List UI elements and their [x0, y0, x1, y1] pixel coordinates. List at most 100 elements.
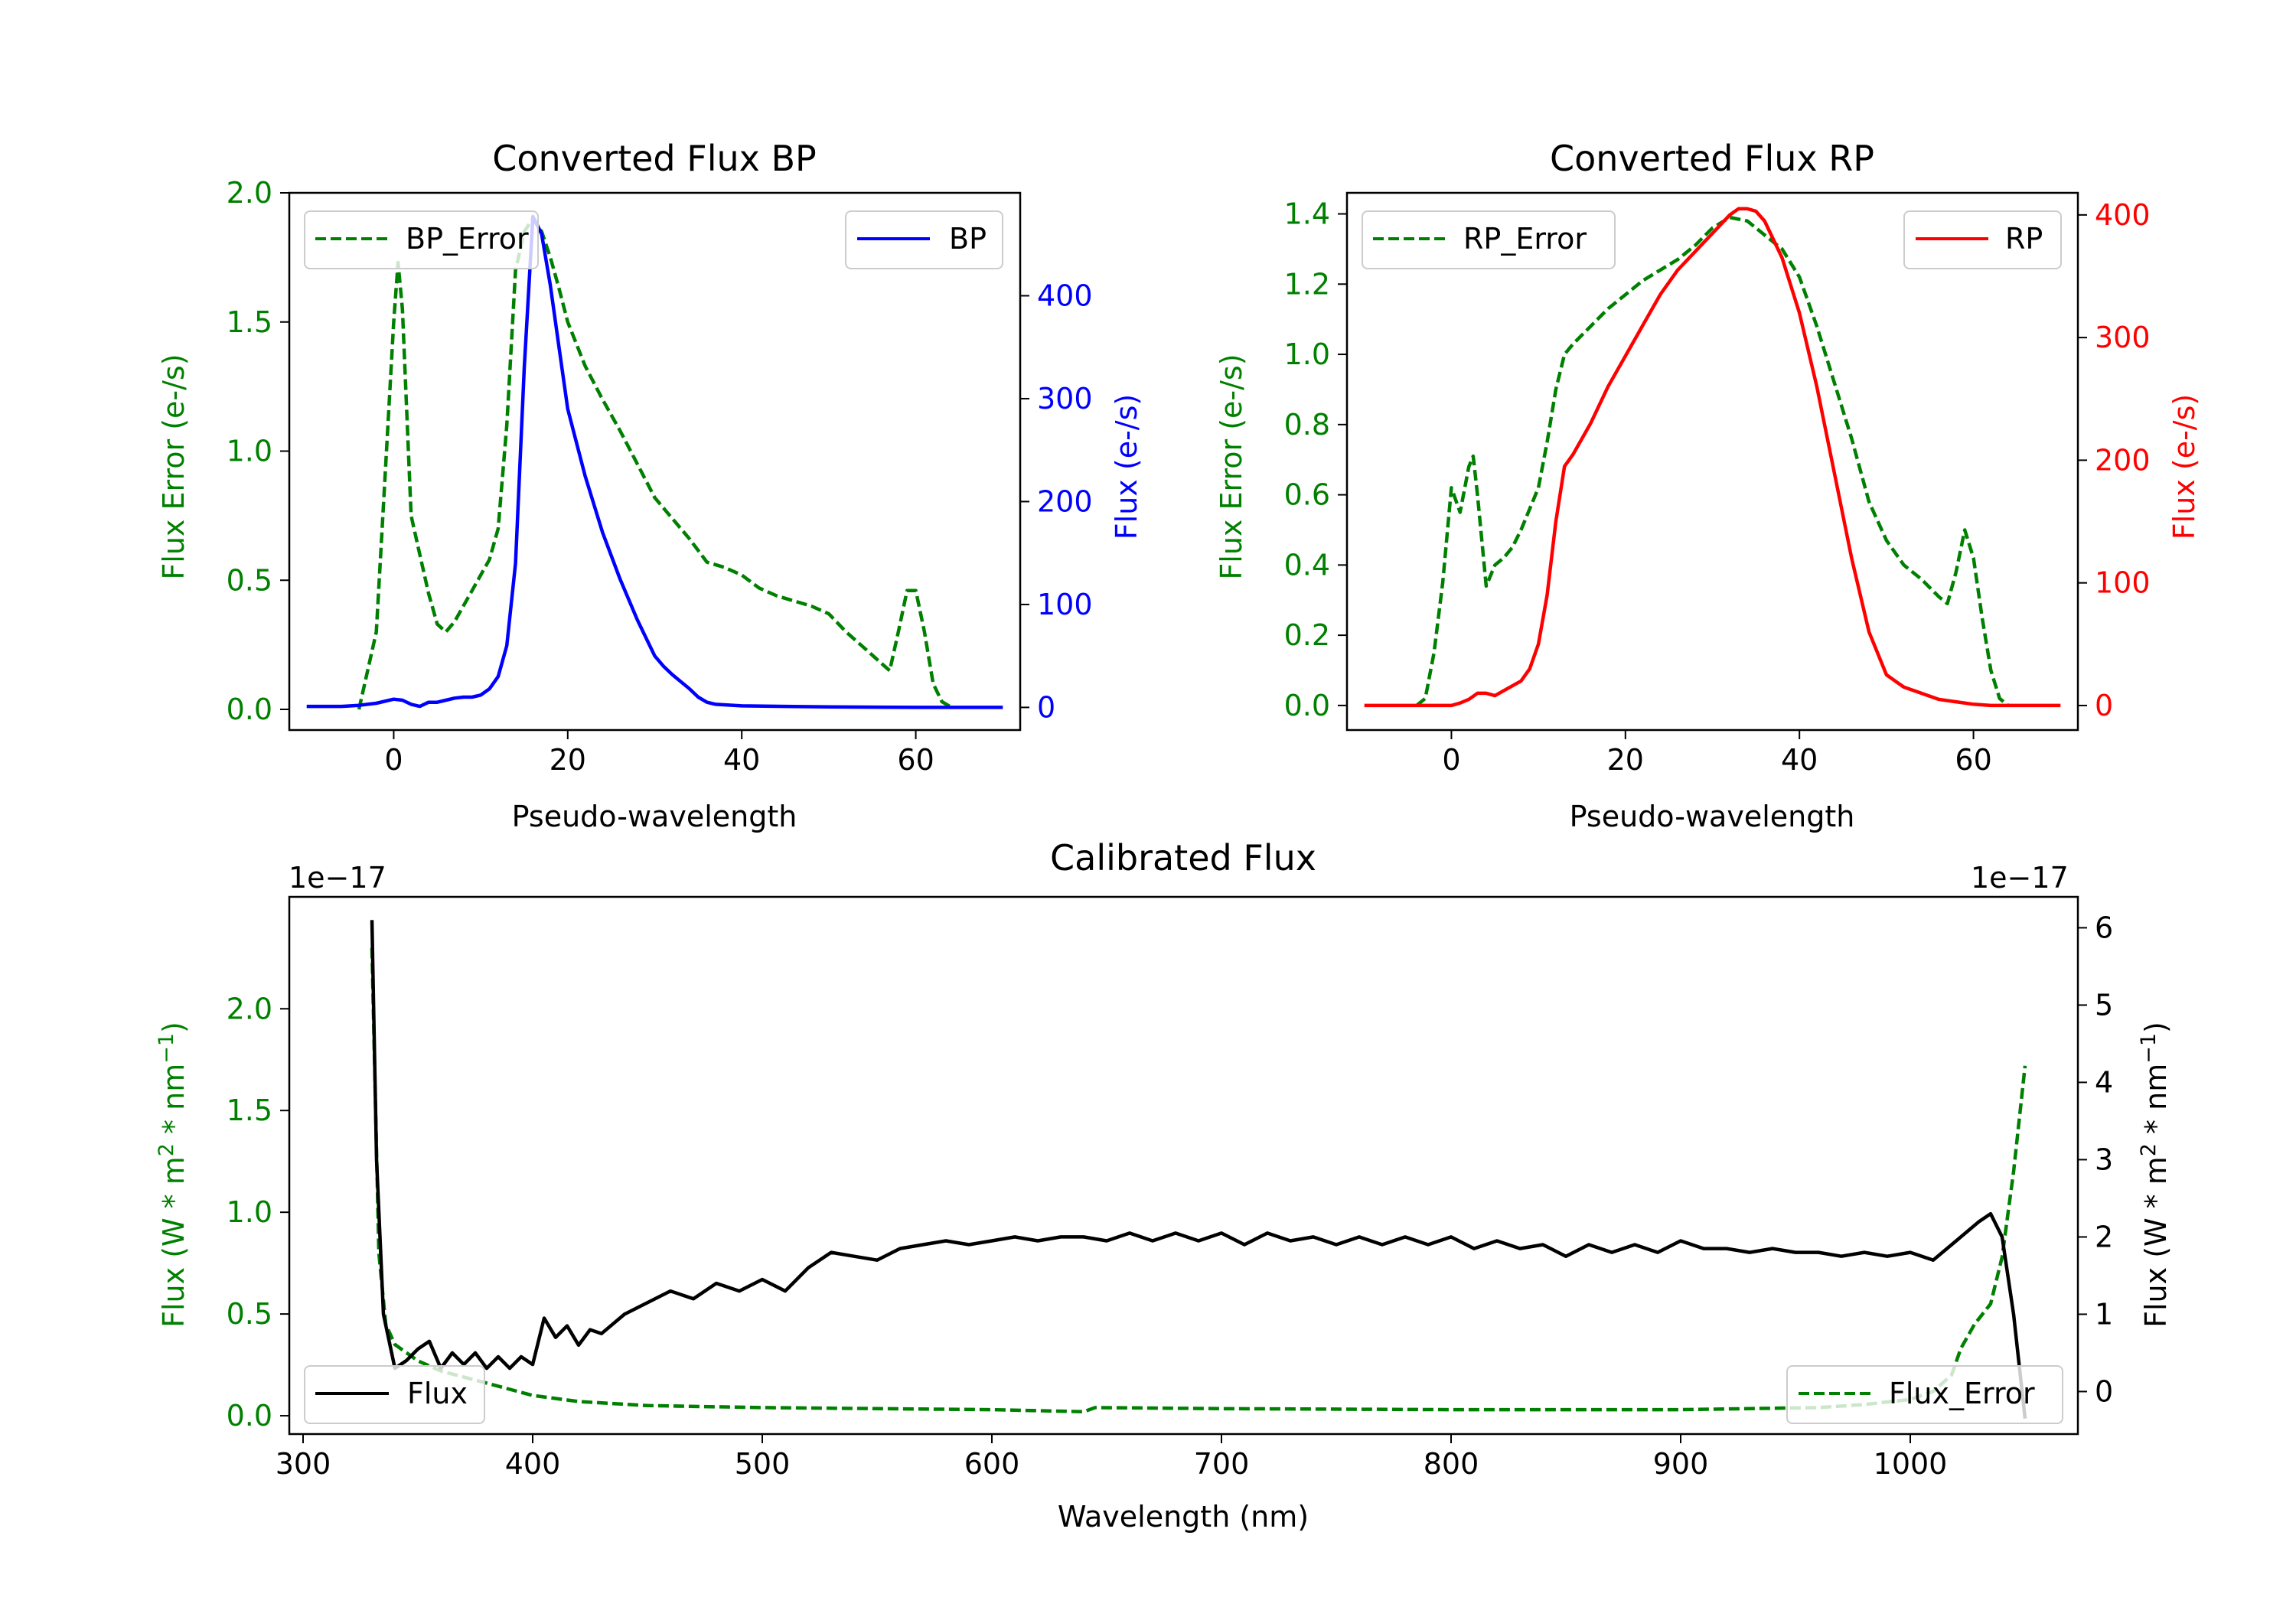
cal-x-tick-label: 700 — [1194, 1447, 1250, 1481]
rp-left-tick-label: 1.2 — [1284, 267, 1330, 301]
cal-legend-error: Flux_Error — [1786, 1365, 2063, 1424]
cal-xlabel: Wavelength (nm) — [1058, 1500, 1309, 1534]
rp-right-tick-label: 300 — [2095, 321, 2151, 354]
cal-left-tick-label: 1.0 — [227, 1195, 272, 1229]
cal-right-tick-label: 6 — [2095, 911, 2113, 944]
cal-title: Calibrated Flux — [1050, 837, 1316, 878]
rp-right-tick-label: 100 — [2095, 566, 2151, 600]
bp-legend-flux: BP — [845, 210, 1003, 269]
rp-legend-error-label: RP_Error — [1463, 222, 1587, 256]
cal-left-ylabel-p3: −1 — [155, 1033, 178, 1064]
bp-x-tick-label: 0 — [384, 743, 403, 777]
bp-xlabel: Pseudo-wavelength — [512, 800, 797, 833]
bp-left-tick-label: 0.5 — [227, 563, 272, 597]
bp-left-ylabel: Flux Error (e-/s) — [157, 354, 191, 579]
rp-legend-flux: RP — [1903, 210, 2062, 269]
rp-lines — [1364, 207, 2061, 708]
bp-left-tick-label: 1.5 — [227, 305, 272, 339]
bp-legend-error-label: BP_Error — [406, 222, 529, 256]
rp-left-tick-label: 0.6 — [1284, 478, 1330, 512]
cal-left-ylabel-p4: ) — [157, 1022, 191, 1033]
rp-x-tick-label: 60 — [1955, 743, 1991, 777]
rp-x-tick-label: 0 — [1442, 743, 1460, 777]
bp-right-tick-label: 0 — [1037, 690, 1055, 724]
rp-frame — [1345, 191, 2079, 732]
cal-left-tick-label: 0.5 — [227, 1297, 272, 1331]
rp-right-tick-label: 0 — [2095, 689, 2113, 722]
bp-axes-frame — [288, 191, 1022, 732]
cal-right-ylabel-p4: ) — [2139, 1022, 2173, 1033]
bp-x-tick-label: 60 — [897, 743, 934, 777]
cal-right-tick-label: 3 — [2095, 1143, 2113, 1176]
rp-xlabel: Pseudo-wavelength — [1570, 800, 1855, 833]
rp-left-ylabel: Flux Error (e-/s) — [1215, 354, 1248, 579]
cal-left-tick-label: 0.0 — [227, 1399, 272, 1433]
cal-x-tick-label: 800 — [1424, 1447, 1479, 1481]
cal-right-ylabel-p3: −1 — [2137, 1033, 2161, 1064]
rp-x-tick-label: 40 — [1781, 743, 1818, 777]
bp-left-tick-label: 0.0 — [227, 693, 272, 726]
bp-right-tick-label: 300 — [1037, 382, 1093, 416]
rp-axes-frame — [1345, 191, 2079, 732]
cal-right-tick-label: 1 — [2095, 1297, 2113, 1331]
rp-left-tick-label: 0.4 — [1284, 548, 1330, 582]
cal-right-tick-label: 4 — [2095, 1065, 2113, 1099]
cal-right-ylabel-p1: 2 — [2137, 1143, 2161, 1156]
cal-x-tick-label: 900 — [1653, 1447, 1709, 1481]
cal-right-tick-label: 2 — [2095, 1220, 2113, 1253]
rp-right-tick-label: 200 — [2095, 443, 2151, 477]
cal-x-tick-label: 600 — [964, 1447, 1020, 1481]
cal-left-ylabel-p0: Flux (W * m — [157, 1156, 191, 1328]
cal-right-tick-label: 0 — [2095, 1374, 2113, 1408]
cal-x-tick-label: 400 — [505, 1447, 561, 1481]
bp-panel: Converted Flux BP Pseudo-wavelength Flux… — [157, 138, 1143, 833]
rp-x-ticks: 0 20 40 60 — [1442, 730, 1992, 777]
rp-series-rp — [1364, 207, 2061, 708]
bp-legend-flux-label: BP — [949, 222, 987, 256]
bp-title: Converted Flux BP — [492, 138, 817, 179]
cal-legend-error-box — [1786, 1365, 2063, 1424]
rp-left-tick-label: 0.2 — [1284, 618, 1330, 652]
cal-legend-flux-label: Flux — [407, 1377, 468, 1410]
bp-left-tick-label: 2.0 — [227, 176, 272, 210]
bp-legend-error-box — [304, 210, 539, 269]
bp-series-bp-error — [357, 217, 952, 710]
cal-x-tick-label: 300 — [276, 1447, 331, 1481]
bp-legend-error: BP_Error — [304, 210, 539, 269]
rp-left-ticks: 0.0 0.2 0.4 0.6 0.8 1.0 1.2 1.4 — [1284, 197, 1347, 722]
cal-left-ticks: 0.0 0.5 1.0 1.5 2.0 — [227, 992, 289, 1433]
cal-legend-error-label: Flux_Error — [1889, 1377, 2035, 1410]
rp-right-ticks: 0 100 200 300 400 — [2078, 198, 2151, 722]
cal-legend-flux-box — [304, 1365, 485, 1424]
cal-right-ticks: 0 1 2 3 4 5 6 — [2078, 911, 2113, 1408]
bp-right-tick-label: 400 — [1037, 279, 1093, 312]
cal-left-ylabel: Flux (W * m2 * nm−1) — [155, 1022, 191, 1328]
bp-right-tick-label: 100 — [1037, 588, 1093, 621]
cal-series-flux — [370, 920, 2027, 1420]
cal-axes-frame — [288, 895, 2079, 1436]
bp-left-ticks: 0.0 0.5 1.0 1.5 2.0 — [227, 176, 289, 726]
cal-left-tick-label: 1.5 — [227, 1094, 272, 1127]
bp-left-tick-label: 1.0 — [227, 435, 272, 468]
bp-x-tick-label: 20 — [550, 743, 586, 777]
rp-panel: Converted Flux RP Pseudo-wavelength Flux… — [1215, 138, 2201, 833]
cal-right-tick-label: 5 — [2095, 988, 2113, 1022]
rp-title: Converted Flux RP — [1550, 138, 1874, 179]
rp-legend-error: RP_Error — [1362, 210, 1616, 269]
rp-right-tick-label: 400 — [2095, 198, 2151, 232]
bp-right-ylabel: Flux (e-/s) — [1110, 394, 1143, 539]
cal-x-tick-label: 1000 — [1874, 1447, 1948, 1481]
rp-left-tick-label: 0.0 — [1284, 689, 1330, 722]
cal-frame — [288, 895, 2079, 1436]
cal-left-offset: 1e−17 — [289, 861, 386, 895]
cal-right-ylabel: Flux (W * m2 * nm−1) — [2137, 1022, 2173, 1328]
rp-series-rp-error — [1415, 215, 2010, 707]
cal-right-offset: 1e−17 — [1971, 861, 2069, 895]
bp-right-ticks: 0 100 200 300 400 — [1020, 279, 1093, 724]
rp-right-ylabel: Flux (e-/s) — [2167, 394, 2201, 539]
cal-right-ylabel-p2: * nm — [2139, 1064, 2173, 1143]
cal-x-ticks: 300 400 500 600 700 800 900 1000 — [276, 1434, 1948, 1481]
rp-legend-error-box — [1362, 210, 1616, 269]
cal-right-ylabel-p0: Flux (W * m — [2139, 1156, 2173, 1328]
